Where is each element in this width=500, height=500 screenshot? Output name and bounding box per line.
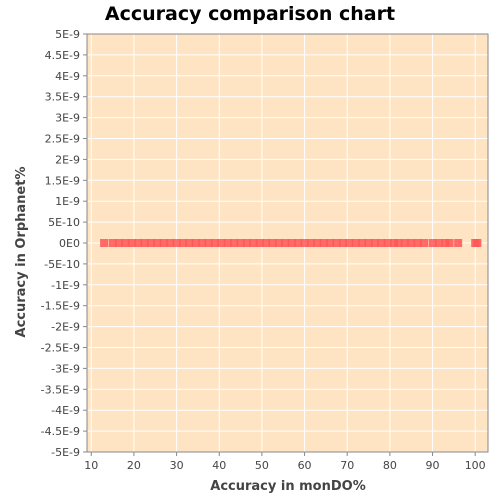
y-tick-label: -2.5E-9 (41, 342, 80, 355)
y-tick-label: -4.5E-9 (41, 425, 80, 438)
data-point (236, 239, 245, 247)
data-point (407, 239, 416, 247)
data-point (153, 239, 162, 247)
y-tick-label: 1E-9 (55, 195, 80, 208)
y-tick-label: 5E-10 (48, 216, 80, 229)
data-point (217, 239, 226, 247)
data-point (394, 239, 403, 247)
x-tick-label: 100 (465, 459, 486, 472)
y-tick-label: -5E-9 (51, 446, 80, 459)
y-tick-label: -5E-10 (44, 258, 80, 271)
y-axis-label: Accuracy in Orphanet% (14, 167, 29, 338)
data-point (262, 239, 271, 247)
x-tick-label: 10 (84, 459, 98, 472)
x-axis-label: Accuracy in monDO% (210, 479, 365, 494)
data-point (294, 239, 303, 247)
data-point (255, 239, 264, 247)
y-tick-label: 4.5E-9 (45, 49, 80, 62)
data-point (121, 239, 130, 247)
x-tick-label: 80 (383, 459, 397, 472)
data-point (390, 239, 399, 247)
data-point (351, 239, 360, 247)
data-point (281, 239, 290, 247)
data-point (358, 239, 367, 247)
data-point (454, 239, 463, 247)
y-tick-label: 3E-9 (55, 112, 80, 125)
x-tick-label: 40 (212, 459, 226, 472)
x-tick-label: 70 (340, 459, 354, 472)
data-point (114, 239, 123, 247)
data-point (274, 239, 283, 247)
data-point (223, 239, 232, 247)
data-point (230, 239, 239, 247)
data-point (345, 239, 354, 247)
data-point (159, 239, 168, 247)
data-point (370, 239, 379, 247)
data-point (134, 239, 143, 247)
data-point (445, 239, 454, 247)
data-point (287, 239, 296, 247)
data-point (377, 239, 386, 247)
data-point (198, 239, 207, 247)
data-point (140, 239, 149, 247)
y-tick-label: 2E-9 (55, 153, 80, 166)
data-point (178, 239, 187, 247)
y-tick-label: -1.5E-9 (41, 300, 80, 313)
x-tick-label: 90 (426, 459, 440, 472)
data-point (383, 239, 392, 247)
y-tick-label: 1.5E-9 (45, 174, 80, 187)
y-tick-label: -3E-9 (51, 362, 80, 375)
data-point (127, 239, 136, 247)
y-tick-label: 0E0 (59, 237, 80, 250)
data-point (326, 239, 335, 247)
data-point (364, 239, 373, 247)
data-point (185, 239, 194, 247)
data-point (338, 239, 347, 247)
data-point (332, 239, 341, 247)
data-point (441, 239, 450, 247)
data-point (306, 239, 315, 247)
y-tick-label: 3.5E-9 (45, 91, 80, 104)
data-point (100, 239, 109, 247)
data-point (166, 239, 175, 247)
y-tick-label: -1E-9 (51, 279, 80, 292)
x-tick-label: 20 (127, 459, 141, 472)
data-point (300, 239, 309, 247)
x-tick-label: 60 (298, 459, 312, 472)
y-axis-ticks: 5E-9 4.5E-9 4E-9 3.5E-9 3E-9 2.5E-9 2E-9 1.5E-9… (41, 28, 87, 459)
x-tick-label: 30 (170, 459, 184, 472)
data-point (146, 239, 155, 247)
y-tick-label: 4E-9 (55, 70, 80, 83)
data-point (108, 239, 117, 247)
data-point (473, 239, 482, 247)
data-point (191, 239, 200, 247)
data-point (210, 239, 219, 247)
y-tick-label: -3.5E-9 (41, 383, 80, 396)
data-point (313, 239, 322, 247)
data-point (420, 239, 429, 247)
data-point (319, 239, 328, 247)
data-point (400, 239, 409, 247)
data-point (268, 239, 277, 247)
data-point (413, 239, 422, 247)
y-tick-label: 5E-9 (55, 28, 80, 41)
data-point (249, 239, 258, 247)
data-point (172, 239, 181, 247)
x-tick-label: 50 (255, 459, 269, 472)
data-point (434, 239, 443, 247)
chart-title: Accuracy comparison chart (105, 3, 395, 25)
y-tick-label: -4E-9 (51, 404, 80, 417)
data-point (204, 239, 213, 247)
y-tick-label: -2E-9 (51, 321, 80, 334)
data-point (428, 239, 437, 247)
data-points (100, 239, 482, 247)
y-tick-label: 2.5E-9 (45, 133, 80, 146)
data-point (242, 239, 251, 247)
x-axis-ticks: 10 20 30 40 50 60 70 80 90 100 (84, 452, 486, 472)
